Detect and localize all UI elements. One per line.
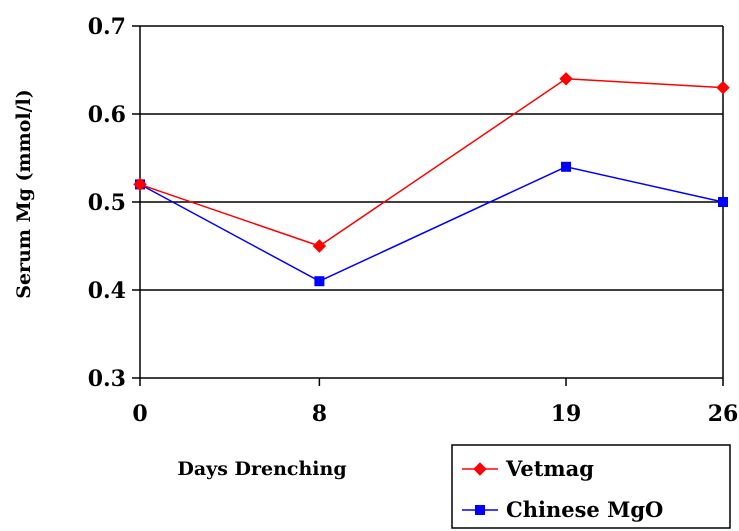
data-point-1-1 bbox=[314, 276, 325, 287]
legend-label-0: Vetmag bbox=[505, 456, 594, 481]
y-axis-title: Serum Mg (mmol/l) bbox=[13, 89, 35, 299]
x-tick-labels: 0 8 19 26 bbox=[132, 401, 738, 427]
series-0 bbox=[133, 72, 730, 253]
series-line-0 bbox=[139, 78, 724, 247]
legend-marker-1 bbox=[475, 505, 485, 515]
y-tick-label-2: 0.5 bbox=[88, 190, 126, 216]
data-point-1-2 bbox=[561, 161, 572, 172]
series-line-1 bbox=[139, 166, 724, 283]
y-tick-labels: 0.3 0.4 0.5 0.6 0.7 bbox=[88, 14, 126, 392]
legend-item-0: Vetmag bbox=[462, 456, 594, 481]
x-axis-title: Days Drenching bbox=[177, 458, 346, 480]
y-tick-label-3: 0.6 bbox=[88, 102, 126, 128]
y-tick-label-4: 0.7 bbox=[88, 14, 126, 40]
series-1 bbox=[135, 161, 728, 287]
legend-box bbox=[451, 444, 731, 529]
x-tick-label-3: 26 bbox=[708, 401, 739, 427]
legend-label-1: Chinese MgO bbox=[506, 497, 663, 522]
y-tick-label-1: 0.4 bbox=[88, 278, 126, 304]
data-point-0-0 bbox=[133, 177, 147, 192]
legend: Vetmag Chinese MgO bbox=[451, 444, 731, 529]
data-point-0-1 bbox=[312, 239, 327, 253]
x-tick-label-0: 0 bbox=[132, 401, 147, 427]
legend-item-1: Chinese MgO bbox=[462, 497, 663, 522]
legend-marker-0 bbox=[473, 462, 487, 476]
series bbox=[133, 72, 730, 287]
data-point-0-2 bbox=[559, 72, 573, 86]
data-point-1-3 bbox=[718, 197, 728, 207]
x-tick-label-1: 8 bbox=[312, 401, 327, 427]
x-tick-label-2: 19 bbox=[551, 401, 582, 427]
grid-lines bbox=[140, 25, 723, 291]
y-tick-label-0: 0.3 bbox=[88, 366, 126, 392]
axes bbox=[132, 25, 724, 386]
data-point-0-3 bbox=[716, 80, 730, 95]
